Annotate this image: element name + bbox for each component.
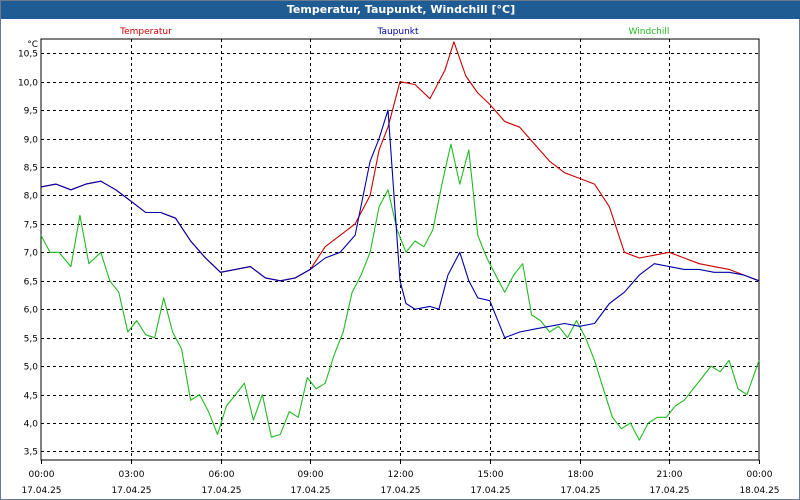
y-axis-label: °C — [27, 40, 38, 50]
legend-item-taupunkt: Taupunkt — [376, 27, 419, 37]
x-tick-label-date: 17.04.25 — [380, 486, 420, 496]
y-tick-label: 7,0 — [24, 249, 39, 259]
x-tick-label-time: 18:00 — [568, 470, 594, 480]
x-tick-label-date: 17.04.25 — [560, 486, 600, 496]
legend-item-temperatur: Temperatur — [119, 27, 172, 37]
series-line-taupunkt — [40, 109, 760, 339]
chart-title: Temperatur, Taupunkt, Windchill [°C] — [1, 1, 800, 19]
y-tick-label: 10,5 — [18, 50, 38, 60]
x-tick-label-time: 21:00 — [657, 470, 683, 480]
y-tick-label: 9,5 — [24, 107, 38, 117]
x-tick-label-date: 17.04.25 — [290, 486, 330, 496]
axes: 3,5 4,0 4,5 5,0 5,5 6,0 6,5 7,0 7,5 8,0 8,5 9,0 9,5 1… — [18, 38, 780, 496]
y-tick-label: 6,0 — [24, 306, 39, 316]
x-tick-label-date: 17.04.25 — [470, 486, 510, 496]
y-tick-label: 6,5 — [24, 278, 38, 288]
x-tick-label-date: 17.04.25 — [649, 486, 689, 496]
x-tick-label-time: 09:00 — [298, 470, 324, 480]
y-tick-label: 5,0 — [24, 363, 39, 373]
x-tick-label-time: 03:00 — [119, 470, 145, 480]
y-tick-label: 3,5 — [24, 448, 38, 458]
x-tick-label-date: 17.04.25 — [201, 486, 241, 496]
x-tick-label-time: 00:00 — [747, 470, 773, 480]
x-tick-label-time: 12:00 — [388, 470, 414, 480]
chart-area: 3,5 4,0 4,5 5,0 5,5 6,0 6,5 7,0 7,5 8,0 8,5 9,0 9,5 1… — [18, 27, 780, 496]
legend-item-windchill: Windchill — [629, 27, 670, 37]
x-tick-label-date: 17.04.25 — [21, 486, 61, 496]
y-tick-label: 7,5 — [24, 221, 38, 231]
x-tick-label-time: 00:00 — [29, 470, 55, 480]
y-tick-label: 5,5 — [24, 335, 38, 345]
y-tick-label: 4,5 — [24, 392, 38, 402]
y-tick-label: 8,0 — [24, 192, 39, 202]
y-tick-label: 8,5 — [24, 164, 38, 174]
legend: Temperatur Taupunkt Windchill — [119, 27, 669, 37]
x-tick-label-time: 06:00 — [209, 470, 235, 480]
y-tick-label: 10,0 — [18, 79, 38, 89]
x-tick-label-time: 15:00 — [478, 470, 504, 480]
x-tick-label-date: 17.04.25 — [111, 486, 151, 496]
y-tick-label: 9,0 — [24, 136, 39, 146]
x-tick-label-date: 18.04.25 — [739, 486, 779, 496]
series-lines — [40, 41, 760, 441]
y-tick-label: 4,0 — [24, 420, 39, 430]
grid — [41, 39, 759, 460]
series-line-windchill — [40, 143, 760, 441]
